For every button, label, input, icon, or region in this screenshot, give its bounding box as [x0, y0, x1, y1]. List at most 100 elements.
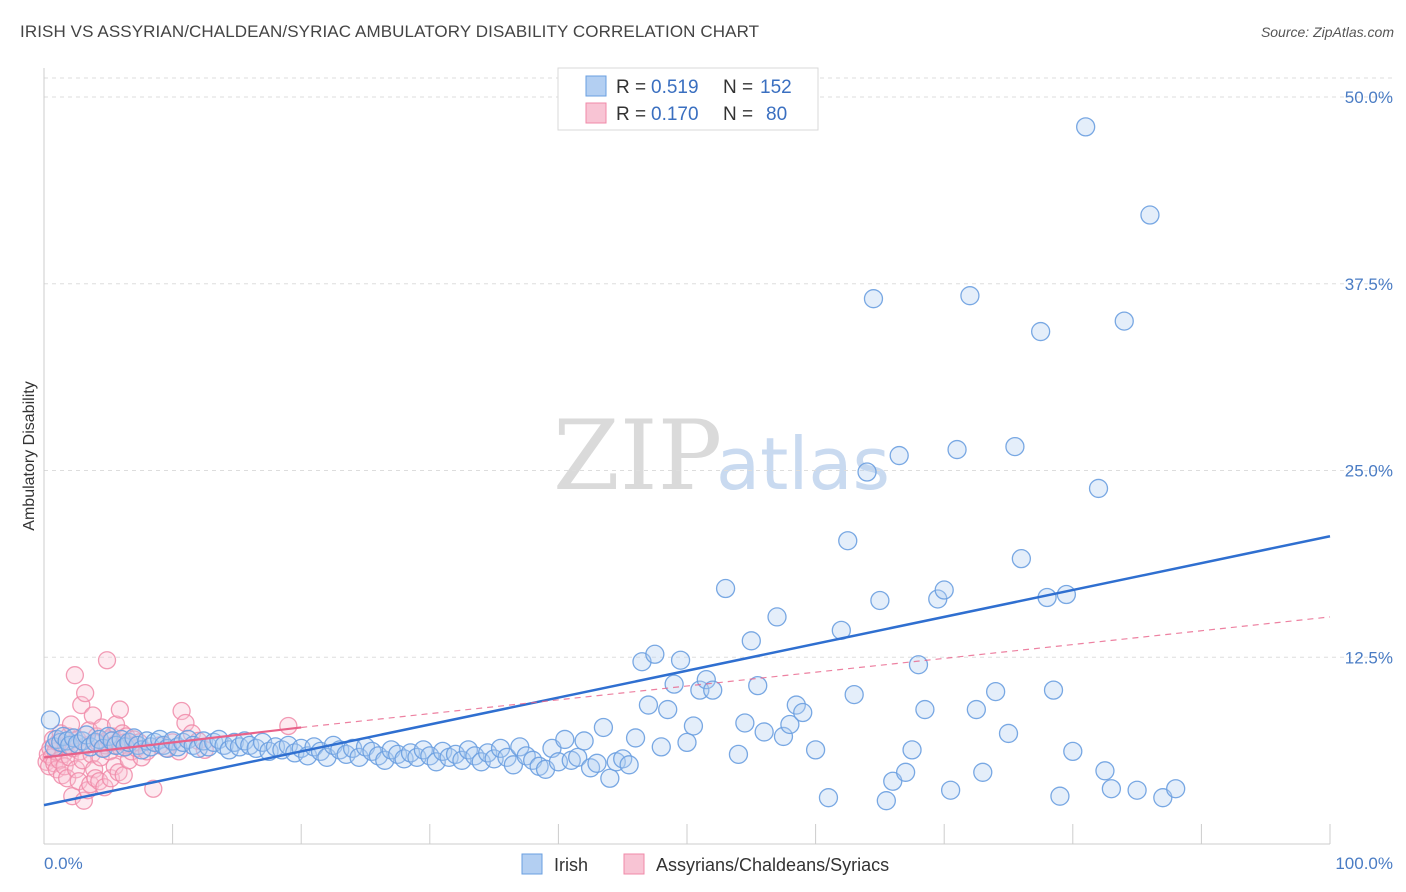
irish-point [1140, 205, 1160, 225]
legend-r-value-irish: 0.519 [651, 77, 699, 98]
irish-point [940, 780, 961, 800]
legend-r-value-assyrian: 0.170 [651, 104, 699, 125]
irish-point [838, 531, 858, 551]
legend-n-value-irish: 152 [760, 77, 792, 98]
irish-point [1005, 436, 1025, 457]
irish-point [677, 732, 697, 753]
irish-point [568, 747, 588, 767]
assyrian-point [110, 700, 130, 719]
watermark-atlas: atlas [716, 422, 890, 506]
assyrian-point [109, 763, 128, 782]
irish-point [857, 462, 877, 482]
irish-point [1056, 584, 1077, 605]
y-axis-label: Ambulatory Disability [21, 381, 38, 530]
irish-point [915, 699, 935, 720]
irish-point [1063, 741, 1083, 762]
assyrian-point [279, 716, 298, 736]
irish-point [1127, 780, 1147, 800]
y-tick-label: 12.5% [1345, 648, 1393, 667]
irish-point [683, 716, 704, 736]
irish-point [998, 723, 1019, 744]
irish-point [651, 737, 671, 757]
y-tick-label: 25.0% [1345, 462, 1393, 481]
irish-point [1031, 321, 1051, 342]
assyrian-point [76, 683, 95, 703]
irish-point [645, 644, 665, 664]
series-legend: Irish Assyrians/Chaldeans/Syriacs [521, 853, 889, 875]
chart-title: IRISH VS ASSYRIAN/CHALDEAN/SYRIAC AMBULA… [20, 22, 760, 41]
assyrian-point [176, 713, 195, 733]
irish-point [876, 791, 896, 811]
irish-point [754, 722, 774, 742]
irish-point [40, 710, 61, 730]
watermark: ZIP atlas [553, 400, 890, 512]
irish-point [625, 728, 646, 748]
irish-point [767, 607, 787, 627]
irish-point [638, 695, 659, 715]
irish-point [741, 631, 761, 651]
legend-n-value-assyrian: 80 [766, 104, 787, 125]
irish-point [863, 289, 884, 309]
irish-point [902, 740, 922, 760]
legend-swatch-assyrian [585, 102, 607, 124]
irish-point [818, 788, 839, 808]
irish-point [973, 762, 993, 782]
irish-point [934, 580, 954, 600]
irish-point [773, 726, 794, 747]
irish-point [658, 699, 678, 720]
irish-point [1095, 761, 1115, 781]
irish-point [793, 702, 813, 723]
assyrian-trend-line [43, 726, 302, 759]
assyrian-point [65, 666, 85, 685]
x-tick-label-min: 0.0% [44, 854, 83, 873]
trend-lines [43, 535, 1331, 807]
bottom-legend-label-irish: Irish [554, 855, 588, 875]
assyrian-point [72, 695, 91, 715]
irish-point [1101, 779, 1122, 799]
assyrian-trend-line-extended [301, 616, 1331, 729]
legend-r-label-irish: R = [616, 77, 646, 98]
irish-point [786, 695, 806, 715]
axes [43, 68, 1331, 845]
irish-point [805, 740, 826, 760]
irish-point [728, 744, 749, 765]
assyrian-point [144, 779, 163, 798]
irish-point [1050, 786, 1070, 806]
irish-point [1166, 779, 1186, 799]
chart-source: Source: ZipAtlas.com [1260, 24, 1394, 40]
irish-point [619, 755, 639, 775]
irish-trend-line [43, 535, 1331, 807]
irish-point [209, 729, 229, 750]
assyrian-point [172, 701, 191, 721]
irish-point [1011, 548, 1032, 569]
irish-point [889, 445, 909, 466]
y-tick-label: 50.0% [1345, 88, 1393, 107]
irish-point [960, 286, 980, 306]
irish-point [715, 578, 736, 599]
irish-point [574, 731, 594, 751]
x-tick-label-max: 100.0% [1335, 854, 1393, 873]
irish-point [1088, 478, 1109, 499]
irish-point [1076, 117, 1096, 137]
irish-point [985, 681, 1006, 702]
irish-point [1114, 311, 1134, 331]
irish-point [895, 762, 916, 782]
bottom-legend-swatch-assyrian [623, 853, 645, 875]
y-tick-label: 37.5% [1345, 275, 1393, 294]
legend-swatch-irish [585, 75, 607, 97]
irish-point [497, 747, 517, 767]
irish-point [555, 729, 575, 750]
irish-point [1043, 680, 1064, 700]
grid-lines [44, 77, 1393, 658]
assyrian-point [97, 651, 117, 670]
watermark-zip: ZIP [553, 400, 722, 512]
irish-point [670, 650, 691, 670]
irish-point [587, 753, 607, 773]
irish-points [40, 117, 1186, 811]
y-tick-labels: 12.5% 25.0% 37.5% 50.0% [1345, 88, 1393, 667]
irish-point [593, 717, 614, 738]
bottom-legend-label-assyrian: Assyrians/Chaldeans/Syriacs [656, 855, 889, 875]
irish-point [664, 674, 684, 694]
irish-point [748, 675, 768, 696]
